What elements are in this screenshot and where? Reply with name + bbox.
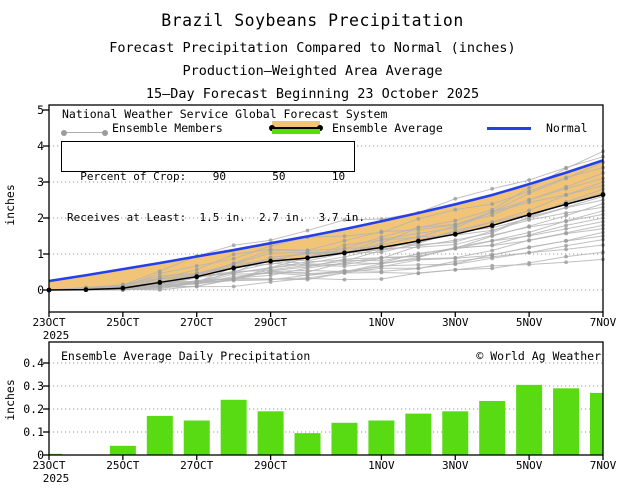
- svg-text:5NOV: 5NOV: [516, 316, 543, 329]
- svg-text:5NOV: 5NOV: [516, 459, 543, 472]
- ensemble-members-swatch-icon: [64, 132, 105, 133]
- legend-ensemble-average-label: Ensemble Average: [332, 121, 443, 135]
- svg-text:inches: inches: [3, 379, 17, 421]
- svg-text:inches: inches: [3, 184, 17, 226]
- svg-text:1NOV: 1NOV: [368, 316, 395, 329]
- weather-forecast-page: 0 1 2 3 4 5 23OCT 25OCT 27OCT 29OCT 1NOV 3NOV 5NOV 7N…: [0, 0, 625, 489]
- svg-text:0.1: 0.1: [23, 425, 44, 439]
- svg-text:23OCT: 23OCT: [32, 316, 65, 329]
- svg-text:2025: 2025: [43, 329, 70, 342]
- svg-text:2025: 2025: [43, 472, 70, 485]
- percent-of-crop-line: Percent of Crop: 90 50 10: [67, 170, 354, 184]
- page-subtitle-area-average: Production—Weighted Area Average: [0, 63, 625, 79]
- member-dot-icon: [102, 130, 108, 136]
- page-subtitle-forecast-date: 15—Day Forecast Beginning 23 October 202…: [0, 86, 625, 102]
- svg-text:23OCT: 23OCT: [32, 459, 65, 472]
- svg-text:0.2: 0.2: [23, 402, 44, 416]
- normal-line-swatch-icon: [487, 127, 531, 130]
- svg-text:5: 5: [37, 103, 44, 117]
- legend-ensemble-members-label: Ensemble Members: [112, 121, 223, 135]
- svg-text:27OCT: 27OCT: [180, 316, 213, 329]
- svg-text:29OCT: 29OCT: [254, 316, 287, 329]
- svg-text:3NOV: 3NOV: [442, 316, 469, 329]
- legend-system-label: National Weather Service Global Forecast…: [62, 107, 387, 121]
- credit-label: © World Ag Weather: [476, 349, 601, 363]
- member-dot-icon: [61, 130, 67, 136]
- svg-text:0.3: 0.3: [23, 379, 44, 393]
- svg-text:25OCT: 25OCT: [106, 459, 139, 472]
- legend-normal-label: Normal: [546, 121, 588, 135]
- svg-text:0.4: 0.4: [23, 356, 44, 370]
- svg-text:29OCT: 29OCT: [254, 459, 287, 472]
- page-title: Brazil Soybeans Precipitation: [0, 11, 625, 30]
- daily-precip-title: Ensemble Average Daily Precipitation: [61, 349, 310, 363]
- svg-text:27OCT: 27OCT: [180, 459, 213, 472]
- svg-text:7NOV: 7NOV: [590, 316, 617, 329]
- svg-text:3NOV: 3NOV: [442, 459, 469, 472]
- svg-text:3: 3: [37, 175, 44, 189]
- svg-text:25OCT: 25OCT: [106, 316, 139, 329]
- receives-at-least-line: Receives at Least: 1.5 in. 2.7 in. 3.7 i…: [67, 211, 354, 225]
- page-subtitle-comparison: Forecast Precipitation Compared to Norma…: [0, 40, 625, 56]
- svg-text:7NOV: 7NOV: [590, 459, 617, 472]
- svg-text:1: 1: [37, 247, 44, 261]
- svg-text:0: 0: [37, 283, 44, 297]
- svg-text:1NOV: 1NOV: [368, 459, 395, 472]
- svg-text:2: 2: [37, 211, 44, 225]
- svg-text:4: 4: [37, 139, 44, 153]
- percent-of-crop-box: Percent of Crop: 90 50 10 Receives at Le…: [61, 141, 355, 172]
- average-surplus-band-swatch-icon: [272, 129, 320, 134]
